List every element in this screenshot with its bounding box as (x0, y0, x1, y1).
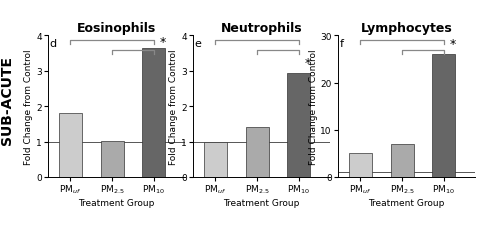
Bar (432, 55, 455, 177)
Text: e: e (194, 39, 202, 49)
Title: Eosinophils: Eosinophils (76, 22, 156, 35)
Text: f: f (340, 39, 344, 49)
Text: *: * (305, 57, 311, 70)
Bar (349, 154, 372, 177)
Y-axis label: Fold Change from Control: Fold Change from Control (24, 49, 34, 164)
X-axis label: Treatment Group: Treatment Group (368, 198, 444, 207)
Bar (288, 73, 310, 177)
Bar (390, 144, 413, 177)
Bar (100, 141, 124, 177)
Bar (142, 49, 165, 177)
Text: *: * (450, 37, 456, 50)
Title: Lymphocytes: Lymphocytes (360, 22, 452, 35)
Text: d: d (50, 39, 56, 49)
Y-axis label: Fold Change from Control: Fold Change from Control (170, 49, 178, 164)
Text: SUB-ACUTE: SUB-ACUTE (0, 56, 14, 144)
Bar (246, 127, 268, 177)
X-axis label: Treatment Group: Treatment Group (78, 198, 154, 207)
Y-axis label: Fold Change from Control: Fold Change from Control (308, 49, 318, 164)
Bar (59, 113, 82, 177)
Bar (204, 142, 227, 177)
X-axis label: Treatment Group: Treatment Group (223, 198, 300, 207)
Text: *: * (160, 36, 166, 49)
Title: Neutrophils: Neutrophils (220, 22, 302, 35)
